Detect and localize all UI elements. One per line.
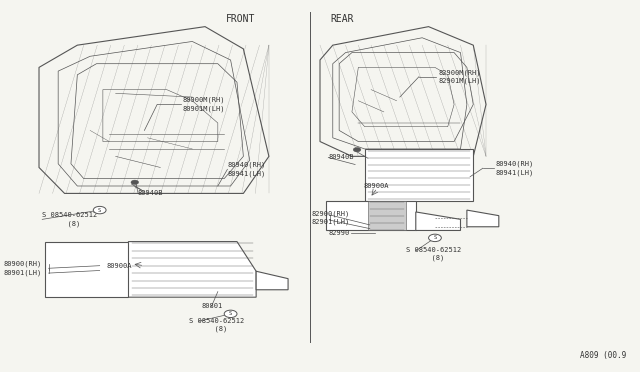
Text: 80801: 80801 xyxy=(202,304,223,310)
Circle shape xyxy=(224,310,237,318)
Text: S: S xyxy=(229,311,232,316)
Polygon shape xyxy=(326,201,416,231)
Text: 80940B: 80940B xyxy=(138,190,163,196)
Circle shape xyxy=(93,206,106,214)
Text: S 08540-62512
      (8): S 08540-62512 (8) xyxy=(406,247,461,261)
Polygon shape xyxy=(365,149,473,201)
Text: 80940B: 80940B xyxy=(328,154,354,160)
Text: 82900(RH)
82901(LH): 82900(RH) 82901(LH) xyxy=(312,210,350,225)
Text: REAR: REAR xyxy=(331,14,354,24)
Polygon shape xyxy=(467,210,499,227)
Text: 82990: 82990 xyxy=(329,230,350,237)
Text: 80900A: 80900A xyxy=(364,183,389,189)
Text: S 08540-62512
      (8): S 08540-62512 (8) xyxy=(42,212,97,227)
Text: 80940(RH)
80941(LH): 80940(RH) 80941(LH) xyxy=(495,161,534,176)
Text: S: S xyxy=(433,235,436,240)
Polygon shape xyxy=(416,212,461,231)
Text: A809 (00.9: A809 (00.9 xyxy=(580,351,627,360)
Text: 80900M(RH)
80901M(LH): 80900M(RH) 80901M(LH) xyxy=(182,97,225,112)
Text: FRONT: FRONT xyxy=(225,14,255,24)
Text: 82900M(RH)
82901M(LH): 82900M(RH) 82901M(LH) xyxy=(438,69,481,84)
Text: 80900(RH)
80901(LH): 80900(RH) 80901(LH) xyxy=(4,261,42,276)
Polygon shape xyxy=(256,271,288,290)
Circle shape xyxy=(353,147,361,152)
Polygon shape xyxy=(129,241,256,297)
Polygon shape xyxy=(368,201,406,231)
Polygon shape xyxy=(45,241,129,297)
Circle shape xyxy=(429,234,442,241)
Text: 80940(RH)
80941(LH): 80940(RH) 80941(LH) xyxy=(227,162,266,177)
Text: S: S xyxy=(98,208,101,212)
Text: 80900A: 80900A xyxy=(106,263,132,269)
Text: S 08540-62512
      (8): S 08540-62512 (8) xyxy=(189,318,244,332)
Circle shape xyxy=(131,180,139,185)
